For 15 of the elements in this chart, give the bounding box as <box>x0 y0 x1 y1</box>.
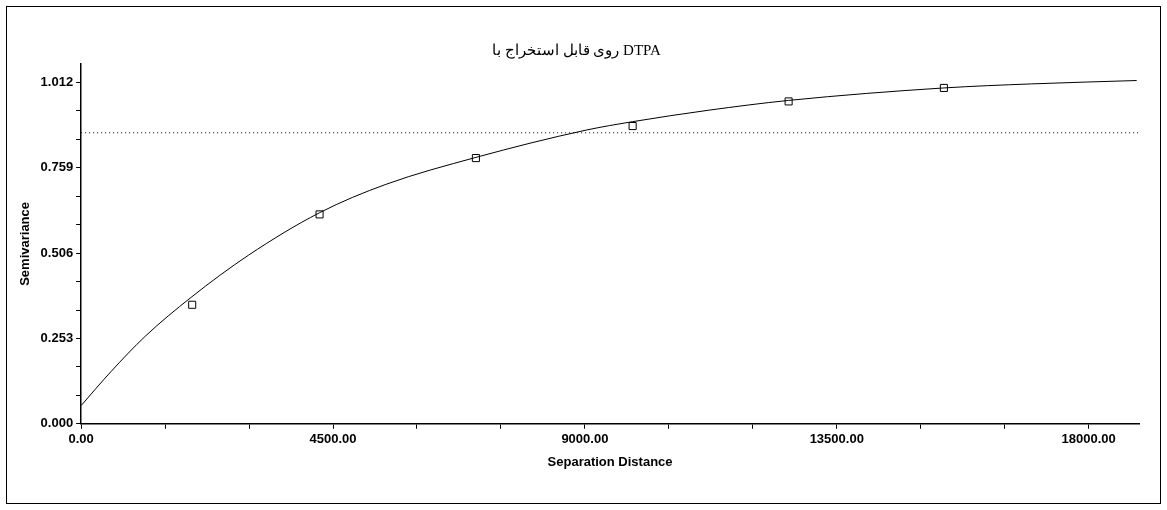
y-tick-label: 0.759 <box>40 159 74 175</box>
x-tick-label: 4500.00 <box>309 431 357 447</box>
y-tick-label: 1.012 <box>40 74 74 90</box>
y-tick-label: 0.000 <box>40 415 74 431</box>
y-axis-title: Semivariance <box>17 201 33 286</box>
chart-title: روی قابل استخراج با DTPA <box>492 41 662 59</box>
point <box>628 122 637 131</box>
x-tick-label: 18000.00 <box>1061 431 1116 447</box>
x-tick-label: 0.00 <box>68 431 94 447</box>
y-tick-label: 0.253 <box>40 330 74 346</box>
x-tick-label: 9000.00 <box>561 431 609 447</box>
x-axis-title: Separation Distance <box>547 453 673 469</box>
point <box>188 300 197 309</box>
x-tick-label: 13500.00 <box>809 431 864 447</box>
y-tick-label: 0.506 <box>40 244 74 260</box>
